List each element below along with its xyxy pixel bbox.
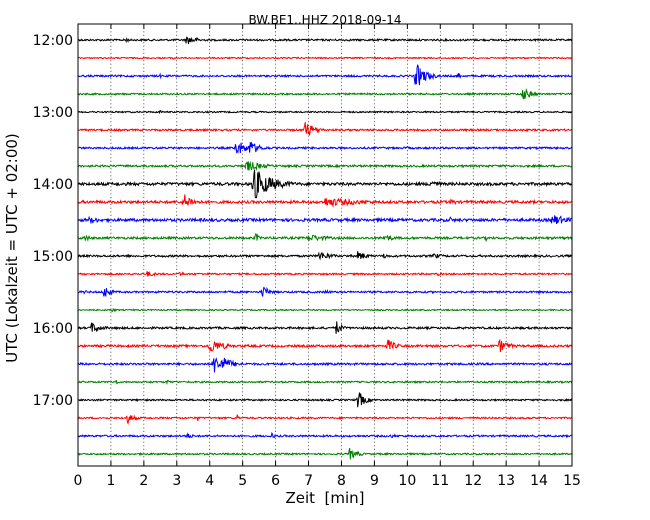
y-axis-title: UTC (Lokalzeit = UTC + 02:00) xyxy=(3,133,21,363)
trace-1545 xyxy=(77,307,573,313)
x-tick-label: 15 xyxy=(563,473,581,489)
grid-lines xyxy=(110,24,540,466)
chart-title: BW.BE1..HHZ 2018-09-14 xyxy=(248,13,401,27)
trace-1530 xyxy=(77,286,573,298)
y-tick-label: 14:00 xyxy=(33,177,73,193)
x-tick-label: 14 xyxy=(530,473,548,489)
y-axis-ticks: 12:00 13:00 14:00 15:00 16:00 17:00 xyxy=(33,33,572,409)
trace-1315 xyxy=(77,122,573,136)
x-tick-label: 2 xyxy=(139,473,148,489)
x-tick-label: 13 xyxy=(497,473,515,489)
trace-1715 xyxy=(77,414,573,425)
trace-1200 xyxy=(77,36,573,45)
x-tick-label: 1 xyxy=(106,473,115,489)
y-tick-label: 17:00 xyxy=(33,393,73,409)
x-tick-label: 11 xyxy=(431,473,449,489)
trace-1500 xyxy=(77,251,573,261)
trace-1415 xyxy=(77,194,573,208)
trace-1600 xyxy=(77,321,573,334)
x-axis-title: Zeit [min] xyxy=(285,489,364,507)
y-tick-label: 12:00 xyxy=(33,33,73,49)
plot-frame xyxy=(77,23,573,467)
trace-1615 xyxy=(77,338,573,353)
trace-1730 xyxy=(77,431,573,439)
trace-1630 xyxy=(77,357,573,373)
y-tick-label: 15:00 xyxy=(33,249,73,265)
trace-1345 xyxy=(77,160,573,171)
trace-1230 xyxy=(77,64,573,86)
trace-1215 xyxy=(77,56,573,60)
x-tick-label: 7 xyxy=(304,473,313,489)
x-tick-label: 10 xyxy=(398,473,416,489)
trace-lines xyxy=(77,36,573,460)
x-tick-label: 5 xyxy=(238,473,247,489)
x-tick-label: 8 xyxy=(337,473,346,489)
trace-1430 xyxy=(77,215,573,224)
x-tick-label: 0 xyxy=(74,473,83,489)
y-tick-label: 13:00 xyxy=(33,105,73,121)
trace-1700 xyxy=(77,392,573,408)
trace-1300 xyxy=(77,109,573,115)
x-tick-label: 4 xyxy=(205,473,214,489)
trace-1645 xyxy=(77,379,573,386)
trace-1400 xyxy=(77,169,573,199)
x-tick-label: 3 xyxy=(172,473,181,489)
y-tick-label: 16:00 xyxy=(33,321,73,337)
x-tick-label: 6 xyxy=(271,473,280,489)
x-tick-label: 12 xyxy=(464,473,482,489)
x-axis-ticks: 0 1 2 3 4 5 6 7 8 9 10 11 12 13 14 15 xyxy=(74,24,581,489)
trace-1330 xyxy=(77,142,573,154)
trace-1445 xyxy=(77,232,573,243)
trace-1245 xyxy=(77,88,573,100)
trace-1745 xyxy=(77,448,573,460)
trace-1515 xyxy=(77,270,573,277)
x-tick-label: 9 xyxy=(370,473,379,489)
